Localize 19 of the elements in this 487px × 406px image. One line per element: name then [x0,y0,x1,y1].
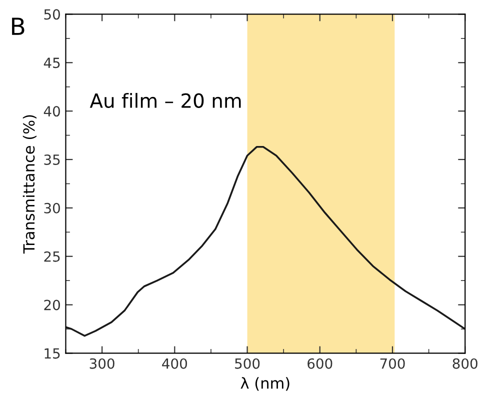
y-axis-title: Transmittance (%) [22,115,36,254]
annotation: Au film – 20 nm [90,92,241,108]
y-tick-label: 45 [44,58,60,68]
y-tick-label: 20 [44,300,60,310]
y-tick-label: 35 [44,154,60,165]
y-tick-label: 30 [44,202,60,214]
y-tick-label: 25 [44,251,60,262]
y-tick-label: 15 [44,348,60,359]
text: B [12,18,24,35]
x-tick-label: 600 [308,358,332,369]
y-tick-label: 40 [44,106,60,117]
x-tick-label: 400 [162,358,187,369]
x-tick-label: 700 [380,358,405,369]
x-axis-title: λ (nm) [240,377,290,391]
x-tick-label: 800 [452,358,478,369]
y-tick-label: 50 [44,9,60,20]
x-tick-label: 500 [235,358,260,369]
line-series [66,146,466,337]
x-tick-label: 300 [90,358,114,369]
